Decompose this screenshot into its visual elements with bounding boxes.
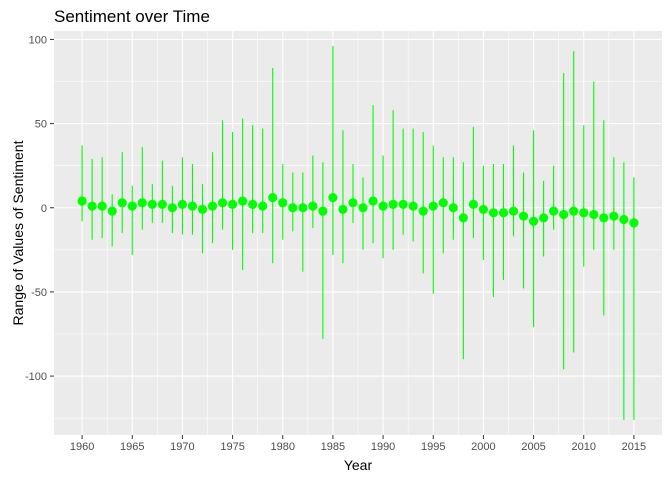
data-point [518,211,529,221]
x-tick-label: 1975 [220,441,244,453]
data-point [448,203,458,213]
x-tick-label: 2000 [471,441,495,453]
data-point [77,196,87,206]
data-point [288,203,298,213]
data-point [328,193,338,203]
data-point [599,213,609,223]
y-tick-label: -50 [31,287,47,299]
y-tick-label: -100 [25,371,47,383]
data-point [569,206,579,216]
y-axis-title: Range of Values of Sentiment [10,140,26,325]
data-point [238,196,248,206]
data-point [248,199,258,209]
data-point [609,211,619,221]
data-point [458,213,468,223]
x-tick-label: 1995 [421,441,445,453]
chart-title: Sentiment over Time [54,7,210,26]
y-tick-label: 0 [41,203,47,215]
x-tick-label: 2010 [572,441,596,453]
data-point [438,198,448,208]
data-point [167,203,177,213]
data-point [388,199,398,209]
data-point [87,201,97,211]
data-point [549,206,559,216]
data-point [508,206,519,216]
data-point [217,198,228,208]
y-axis: -100 -50 0 50 100 [25,34,54,383]
y-tick-label: 100 [29,34,47,46]
data-point [528,216,539,226]
data-point [498,208,509,218]
data-point [127,201,137,211]
data-point [488,208,499,218]
data-point [539,213,549,223]
y-tick-label: 50 [35,119,47,131]
data-point [117,198,127,208]
x-tick-label: 1980 [271,441,295,453]
x-tick-label: 1970 [170,441,194,453]
x-tick-label: 1960 [70,441,94,453]
data-point [589,209,599,220]
x-axis: 1960 1965 1970 1975 1980 1985 1990 1995 2000 2005… [70,435,646,453]
data-point [187,201,198,211]
data-point [197,204,208,215]
data-point [207,201,218,211]
x-tick-label: 1990 [371,441,395,453]
x-tick-label: 1965 [120,441,144,453]
data-point [358,203,368,213]
data-points [77,193,639,228]
data-point [378,201,388,211]
data-point [258,201,268,211]
data-point [579,208,589,218]
data-point [428,201,438,211]
data-point [97,201,107,211]
data-point [468,199,478,209]
data-point [398,199,408,209]
x-axis-title: Year [344,457,373,473]
grid-minor [54,31,662,435]
data-point [147,199,157,209]
x-tick-label: 2015 [622,441,646,453]
data-point [278,198,288,208]
data-point [478,204,489,215]
data-point [227,199,238,209]
data-point [559,209,569,220]
x-tick-label: 2005 [521,441,545,453]
range-lines [81,46,635,420]
data-point [137,198,147,208]
data-point [268,193,278,203]
data-point [418,206,428,216]
data-point [619,214,629,225]
data-point [348,198,358,208]
data-point [629,218,639,228]
data-point [338,204,348,215]
data-point [298,203,308,213]
data-point [368,196,378,206]
data-point [408,201,418,211]
data-point [177,199,188,209]
data-point [157,199,167,209]
data-point [308,201,318,211]
data-point [318,206,328,216]
x-tick-label: 1985 [321,441,345,453]
data-point [107,206,117,216]
